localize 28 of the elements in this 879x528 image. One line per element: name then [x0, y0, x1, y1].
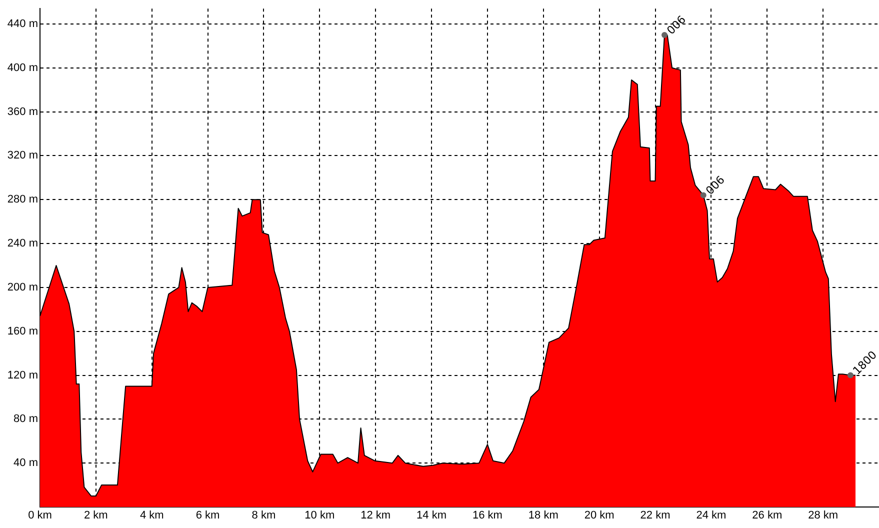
annotation: 006: [664, 13, 688, 38]
x-tick-label: 28 km: [808, 510, 838, 522]
x-tick-label: 0 km: [28, 510, 52, 522]
x-tick-label: 12 km: [360, 510, 391, 522]
x-tick-label: 24 km: [696, 510, 726, 522]
x-tick-label: 2 km: [84, 510, 108, 522]
x-tick-label: 6 km: [196, 510, 220, 522]
y-tick-label: 40 m: [14, 457, 38, 470]
x-tick-label: 16 km: [472, 510, 502, 522]
x-tick-label: 18 km: [528, 510, 558, 522]
x-tick-label: 22 km: [640, 510, 670, 522]
y-tick-label: 80 m: [14, 413, 38, 426]
y-tick-label: 280 m: [7, 194, 38, 206]
y-tick-label: 360 m: [7, 106, 38, 118]
x-tick-label: 26 km: [752, 510, 782, 522]
y-tick-label: 200 m: [7, 281, 38, 294]
y-tick-label: 240 m: [7, 238, 38, 250]
y-tick-label: 120 m: [7, 369, 38, 382]
y-tick-label: 320 m: [7, 150, 38, 162]
x-tick-label: 10 km: [304, 510, 335, 522]
x-tick-label: 8 km: [252, 510, 276, 522]
x-tick-label: 4 km: [140, 510, 164, 522]
y-tick-label: 160 m: [7, 325, 38, 338]
y-tick-label: 400 m: [7, 62, 38, 74]
x-tick-label: 20 km: [584, 510, 614, 522]
annotation: 006: [703, 173, 728, 198]
x-tick-label: 14 km: [416, 510, 447, 522]
y-tick-label: 440 m: [7, 18, 38, 30]
